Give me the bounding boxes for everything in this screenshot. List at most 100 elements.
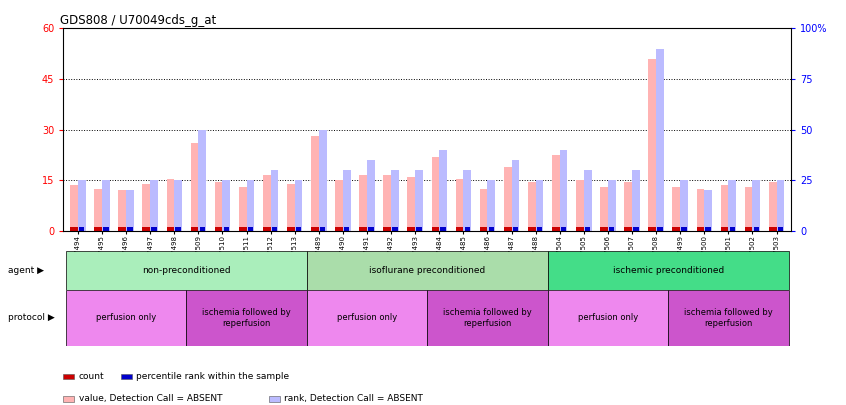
Bar bbox=[335, 180, 343, 231]
Text: non-preconditioned: non-preconditioned bbox=[142, 266, 231, 275]
Bar bbox=[239, 187, 246, 231]
Bar bbox=[696, 189, 704, 231]
Bar bbox=[456, 227, 464, 231]
Bar bbox=[287, 183, 294, 231]
Bar bbox=[287, 227, 294, 231]
Bar bbox=[624, 227, 632, 231]
Bar bbox=[223, 227, 229, 231]
Bar bbox=[368, 227, 374, 231]
Bar bbox=[246, 180, 255, 231]
Bar bbox=[151, 180, 158, 231]
Bar bbox=[512, 160, 519, 231]
Text: ischemic preconditioned: ischemic preconditioned bbox=[613, 266, 724, 275]
Bar bbox=[456, 179, 464, 231]
Bar bbox=[648, 227, 656, 231]
Text: protocol ▶: protocol ▶ bbox=[8, 313, 55, 322]
Text: perfusion only: perfusion only bbox=[337, 313, 397, 322]
Bar bbox=[94, 227, 102, 231]
Bar bbox=[311, 227, 319, 231]
Text: GDS808 / U70049cds_g_at: GDS808 / U70049cds_g_at bbox=[60, 14, 216, 27]
Bar bbox=[769, 182, 777, 231]
Bar bbox=[167, 179, 174, 231]
Bar bbox=[416, 227, 422, 231]
Bar bbox=[186, 290, 307, 346]
Bar bbox=[66, 290, 186, 346]
Bar bbox=[513, 227, 518, 231]
Bar bbox=[103, 227, 108, 231]
Bar bbox=[70, 227, 78, 231]
Bar bbox=[585, 227, 591, 231]
Bar bbox=[673, 227, 680, 231]
Bar bbox=[70, 185, 78, 231]
Bar bbox=[343, 170, 350, 231]
Bar bbox=[263, 175, 271, 231]
Bar bbox=[335, 227, 343, 231]
Bar bbox=[464, 227, 470, 231]
Bar bbox=[127, 227, 133, 231]
Bar bbox=[609, 227, 614, 231]
Bar bbox=[319, 130, 327, 231]
Bar bbox=[248, 227, 253, 231]
Text: ischemia followed by
reperfusion: ischemia followed by reperfusion bbox=[443, 308, 532, 328]
Bar bbox=[272, 227, 277, 231]
Bar bbox=[118, 227, 126, 231]
Bar bbox=[360, 175, 367, 231]
Bar bbox=[102, 180, 110, 231]
Bar bbox=[427, 290, 547, 346]
Bar bbox=[391, 170, 398, 231]
Bar bbox=[480, 189, 487, 231]
Bar bbox=[151, 227, 157, 231]
Bar bbox=[78, 180, 85, 231]
Bar bbox=[600, 187, 608, 231]
Bar bbox=[383, 175, 391, 231]
Bar bbox=[66, 251, 307, 290]
Bar bbox=[528, 227, 536, 231]
Bar bbox=[552, 155, 560, 231]
Bar bbox=[320, 227, 326, 231]
Bar bbox=[408, 227, 415, 231]
Bar bbox=[307, 290, 427, 346]
Text: perfusion only: perfusion only bbox=[96, 313, 157, 322]
Bar bbox=[728, 180, 736, 231]
Bar bbox=[190, 143, 198, 231]
Bar bbox=[576, 227, 584, 231]
Text: perfusion only: perfusion only bbox=[578, 313, 638, 322]
Bar bbox=[431, 227, 439, 231]
Bar bbox=[480, 227, 487, 231]
Bar bbox=[552, 227, 560, 231]
Bar bbox=[681, 227, 687, 231]
Bar bbox=[561, 227, 566, 231]
Bar bbox=[777, 227, 783, 231]
Bar bbox=[198, 130, 206, 231]
Bar bbox=[118, 190, 126, 231]
Text: rank, Detection Call = ABSENT: rank, Detection Call = ABSENT bbox=[284, 394, 423, 403]
Bar bbox=[415, 170, 423, 231]
Bar bbox=[464, 170, 471, 231]
Bar bbox=[263, 227, 271, 231]
Bar bbox=[489, 227, 494, 231]
Bar bbox=[528, 182, 536, 231]
Bar bbox=[222, 180, 230, 231]
Bar bbox=[383, 227, 391, 231]
Bar bbox=[656, 49, 664, 231]
Bar bbox=[393, 227, 398, 231]
Text: count: count bbox=[79, 372, 104, 381]
Text: ischemia followed by
reperfusion: ischemia followed by reperfusion bbox=[202, 308, 291, 328]
Bar bbox=[441, 227, 446, 231]
Bar bbox=[536, 180, 543, 231]
Text: agent ▶: agent ▶ bbox=[8, 266, 45, 275]
Bar bbox=[729, 227, 735, 231]
Bar bbox=[174, 180, 182, 231]
Bar bbox=[408, 177, 415, 231]
Bar bbox=[239, 227, 246, 231]
Bar bbox=[344, 227, 349, 231]
Bar bbox=[673, 187, 680, 231]
Bar bbox=[721, 185, 728, 231]
Bar bbox=[632, 170, 640, 231]
Bar bbox=[752, 180, 761, 231]
Bar bbox=[744, 187, 752, 231]
Bar bbox=[94, 189, 102, 231]
Bar bbox=[754, 227, 759, 231]
Bar bbox=[504, 227, 512, 231]
Bar bbox=[215, 182, 222, 231]
